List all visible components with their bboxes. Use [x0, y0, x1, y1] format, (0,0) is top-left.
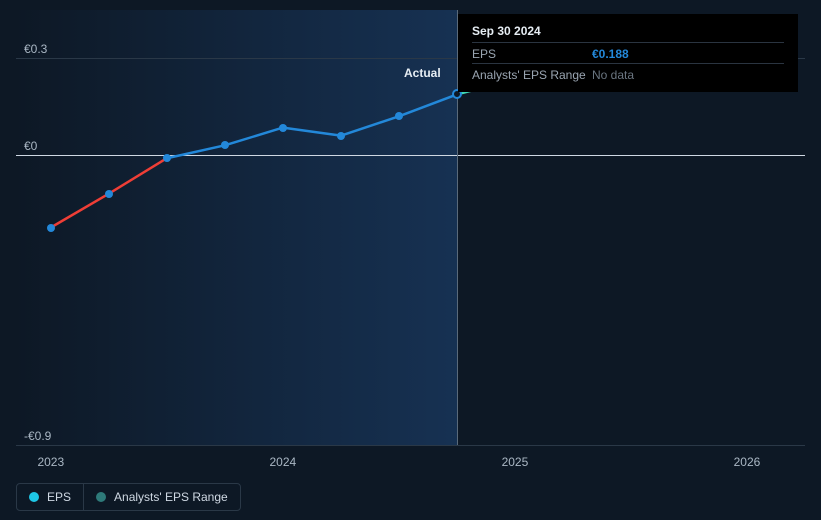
legend-label-eps: EPS	[47, 490, 71, 504]
tooltip-val-range: No data	[592, 68, 634, 82]
legend-label-range: Analysts' EPS Range	[114, 490, 228, 504]
tooltip: Sep 30 2024 EPS €0.188 Analysts' EPS Ran…	[458, 14, 798, 92]
tooltip-row-eps: EPS €0.188	[472, 42, 784, 61]
actual-region-gradient	[16, 10, 457, 445]
legend: EPS Analysts' EPS Range	[16, 483, 241, 511]
legend-swatch-range	[96, 492, 106, 502]
tooltip-key-range: Analysts' EPS Range	[472, 68, 592, 82]
tooltip-key-eps: EPS	[472, 47, 592, 61]
legend-item-range[interactable]: Analysts' EPS Range	[83, 484, 240, 510]
tooltip-date: Sep 30 2024	[472, 24, 784, 38]
tooltip-val-eps: €0.188	[592, 47, 629, 61]
legend-item-eps[interactable]: EPS	[17, 484, 83, 510]
eps-chart: Actual Analysts Forecasts €0.3€0-€0.9 20…	[0, 0, 821, 520]
region-label-actual: Actual	[404, 66, 441, 80]
tooltip-row-range: Analysts' EPS Range No data	[472, 63, 784, 82]
legend-swatch-eps	[29, 492, 39, 502]
